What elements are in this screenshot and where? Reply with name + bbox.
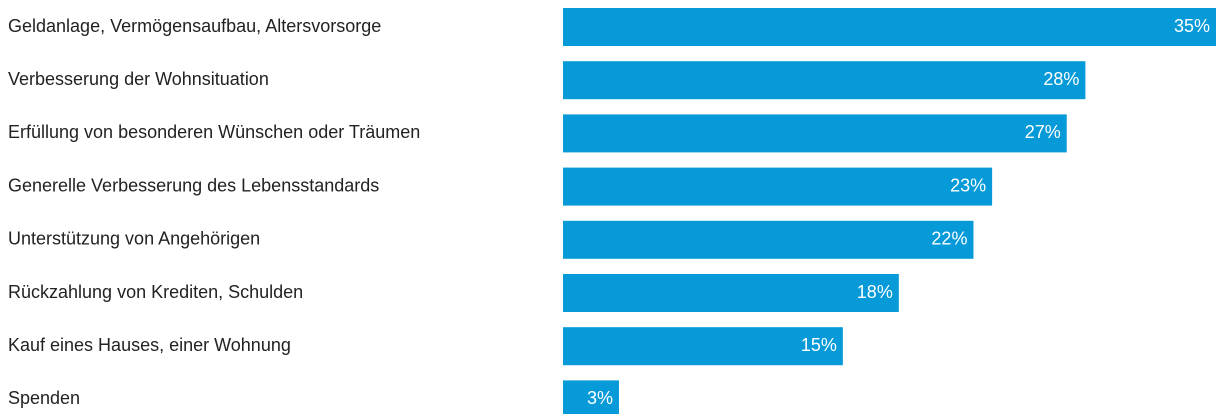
bar [563,220,974,259]
value-label: 35% [1174,16,1210,36]
value-label: 15% [801,335,837,355]
bar [563,8,1216,46]
bar [563,380,619,414]
value-label: 3% [587,388,613,408]
category-label: Geldanlage, Vermögensaufbau, Altersvorso… [8,16,381,36]
value-label: 28% [1043,69,1079,89]
category-label: Erfüllung von besonderen Wünschen oder T… [8,122,420,142]
category-label: Unterstützung von Angehörigen [8,229,260,249]
value-label: 18% [857,282,893,302]
category-label: Generelle Verbesserung des Lebensstandar… [8,175,379,195]
value-label: 27% [1025,122,1061,142]
value-label: 23% [950,175,986,195]
bar [563,274,899,312]
category-label: Verbesserung der Wohnsituation [8,69,269,89]
category-label: Spenden [8,388,80,408]
value-label: 22% [931,229,967,249]
bar [563,167,993,206]
bar [563,61,1086,100]
category-label: Kauf eines Hauses, einer Wohnung [8,335,291,355]
bar [563,327,843,366]
category-label: Rückzahlung von Krediten, Schulden [8,282,303,302]
bar [563,114,1067,153]
